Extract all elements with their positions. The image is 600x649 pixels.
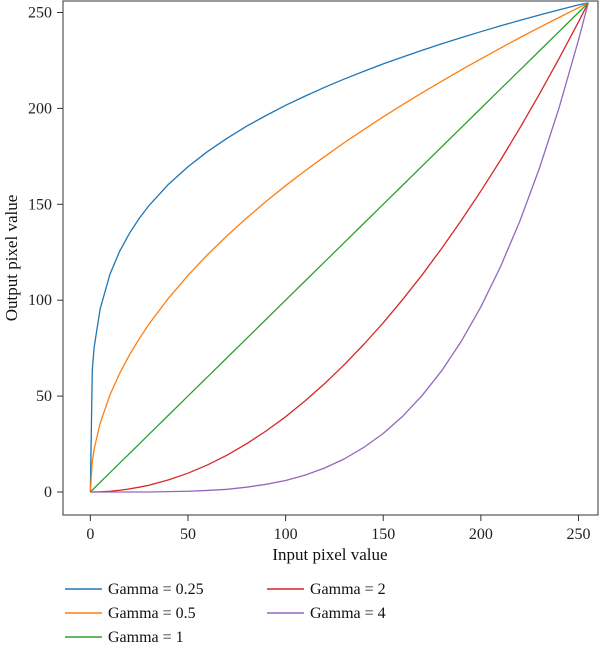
y-axis-ticks: 0 50 100 150 200 250 [28,5,63,501]
y-tick-label: 250 [28,5,52,22]
legend-label-0: Gamma = 0.25 [108,581,204,598]
legend: Gamma = 0.25 Gamma = 0.5 Gamma = 1 Gamma = … [65,581,386,646]
legend-label-4: Gamma = 4 [310,605,386,622]
y-tick-label: 100 [28,292,52,309]
series-line-0 [89,2,589,493]
y-tick-label: 0 [44,484,52,501]
plot-frame [62,0,599,516]
x-tick-label: 200 [469,526,493,543]
x-tick-label: 0 [86,526,94,543]
series-line-3 [90,2,589,493]
x-axis-ticks: 0 50 100 150 200 250 [86,515,590,543]
series-line-4 [90,2,589,493]
y-tick-label: 50 [36,388,52,405]
series-line-1 [89,2,589,493]
legend-label-1: Gamma = 0.5 [108,605,196,622]
series-lines [89,2,589,493]
plot-area [62,0,599,516]
x-tick-label: 150 [371,526,395,543]
x-tick-label: 100 [274,526,298,543]
legend-label-3: Gamma = 2 [310,581,386,598]
y-tick-label: 150 [28,196,52,213]
x-tick-label: 50 [180,526,196,543]
series-line-2 [89,2,589,493]
x-axis-label: Input pixel value [272,545,387,564]
y-axis-label: Output pixel value [2,195,21,322]
y-tick-label: 200 [28,100,52,117]
x-tick-label: 250 [566,526,590,543]
legend-label-2: Gamma = 1 [108,629,184,646]
